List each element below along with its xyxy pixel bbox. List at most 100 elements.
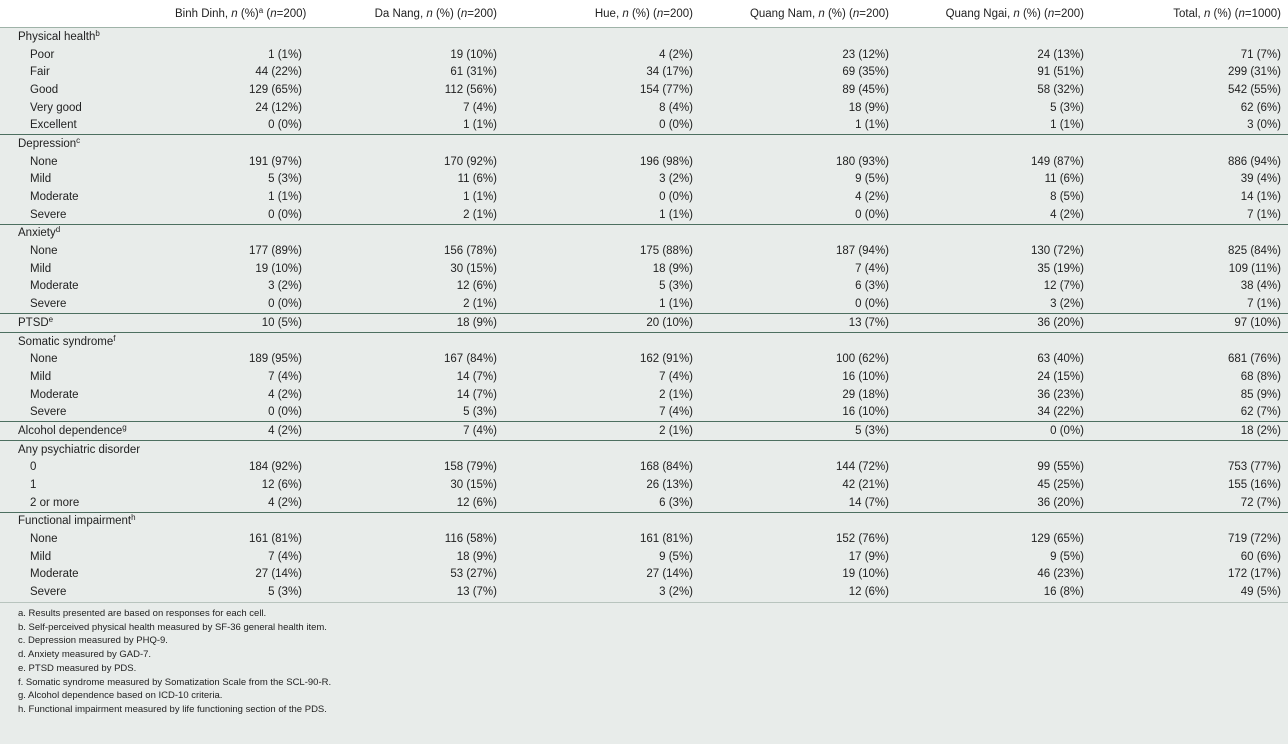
section-title: Functional impairmenth [0, 511, 175, 531]
empty-cell [175, 28, 1288, 46]
row-label: Severe [30, 406, 67, 419]
value-cell: 144 (72%) [835, 461, 889, 474]
value-cell: 184 (92%) [248, 461, 302, 474]
value-cell: 8 (5%) [1050, 191, 1084, 204]
section-row: Anxietyd [0, 223, 1288, 243]
column-header: Hue, n (%) (n=200) [497, 0, 693, 28]
row-label: Moderate [30, 280, 79, 293]
value-cell: 1 (1%) [659, 298, 693, 311]
value-cell: 187 (94%) [835, 245, 889, 258]
value-cell: 61 (31%) [450, 66, 497, 79]
sample-size: =200) [467, 7, 497, 20]
value-cell: 161 (81%) [639, 533, 693, 546]
value-cell: 161 (81%) [248, 533, 302, 546]
value-cell: 39 (4%) [1240, 173, 1281, 186]
value-cell: 24 (13%) [1037, 48, 1084, 61]
value-cell: 6 (3%) [855, 280, 889, 293]
sample-size: =200) [859, 7, 889, 20]
row-label: Mild [30, 262, 52, 275]
value-cell: 2 (1%) [497, 421, 693, 441]
data-row: Mild 19 (10%) 30 (15%) 18 (9%) 7 (4%) 35 (19%… [0, 260, 1288, 278]
value-cell: 170 (92%) [443, 155, 497, 168]
stat-symbol: n [818, 7, 825, 20]
data-row: Mild 7 (4%) 18 (9%) 9 (5%) 17 (9%) 9 (5%) 60 (… [0, 548, 1288, 566]
value-cell: 17 (9%) [848, 550, 889, 563]
footnote-mark: d [55, 225, 61, 235]
value-cell: 36 (20%) [1037, 496, 1084, 509]
value-cell: 7 (4%) [302, 421, 497, 441]
value-cell: 152 (76%) [835, 533, 889, 546]
value-cell: 5 (3%) [659, 280, 693, 293]
row-label: Moderate [30, 191, 79, 204]
column-name: Quang Ngai, [945, 7, 1014, 20]
value-cell: 155 (16%) [1227, 479, 1281, 492]
value-cell: 112 (56%) [444, 83, 497, 96]
section-row: Physical healthb [0, 28, 1288, 46]
section-row: Depressionc [0, 134, 1288, 153]
section-title: PTSDe [0, 313, 175, 333]
column-header: Quang Nam, n (%) (n=200) [693, 0, 889, 28]
empty-cell [175, 134, 1288, 153]
column-name: Total, [1173, 7, 1204, 20]
row-label: Severe [30, 208, 67, 221]
value-cell: 99 (55%) [1037, 461, 1084, 474]
empty-cell [175, 439, 1288, 459]
value-cell: 14 (1%) [1240, 191, 1281, 204]
value-cell: 7 (4%) [268, 370, 302, 383]
column-header: Da Nang, n (%) (n=200) [302, 0, 497, 28]
value-cell: 7 (4%) [659, 406, 693, 419]
row-label: 2 or more [30, 496, 80, 509]
value-cell: 27 (14%) [646, 568, 693, 581]
stat-unit: (%) [237, 7, 259, 20]
value-cell: 7 (1%) [1247, 298, 1281, 311]
stat-symbol: n [1013, 7, 1020, 20]
header-row: Binh Dinh, n (%)a (n=200) Da Nang, n (%) … [0, 0, 1288, 28]
value-cell: 16 (10%) [842, 406, 889, 419]
value-cell: 1 (1%) [463, 191, 497, 204]
value-cell: 16 (10%) [842, 370, 889, 383]
value-cell: 0 (0%) [659, 119, 693, 132]
data-row: Good 129 (65%) 112 (56%) 154 (77%) 89 (45%) 5… [0, 81, 1288, 99]
value-cell: 85 (9%) [1240, 388, 1281, 401]
value-cell: 12 (6%) [456, 280, 497, 293]
section-name: Somatic syndrome [18, 335, 114, 348]
value-cell: 62 (7%) [1240, 406, 1281, 419]
size-symbol: n [656, 7, 664, 20]
data-row: Moderate 27 (14%) 53 (27%) 27 (14%) 19 (10%)… [0, 566, 1288, 584]
section-title: Any psychiatric disorder [0, 439, 175, 459]
value-cell: 11 (6%) [457, 173, 497, 186]
footnote-mark: f [113, 333, 116, 343]
row-label: Very good [30, 101, 82, 114]
section-name: Any psychiatric disorder [18, 443, 141, 456]
value-cell: 10 (5%) [175, 313, 302, 333]
footnote-mark: h [131, 513, 136, 523]
value-cell: 3 (2%) [659, 173, 693, 186]
row-label: Mild [30, 370, 52, 383]
value-cell: 18 (9%) [652, 262, 693, 275]
value-cell: 2 (1%) [463, 208, 497, 221]
value-cell: 4 (2%) [175, 421, 302, 441]
value-cell: 2 (1%) [463, 298, 497, 311]
value-cell: 3 (0%) [1247, 119, 1281, 132]
value-cell: 4 (2%) [855, 191, 889, 204]
section-row: PTSDe 10 (5%) 18 (9%) 20 (10%) 13 (7%) 36 (20… [0, 313, 1288, 333]
row-label: Moderate [30, 568, 79, 581]
value-cell: 753 (77%) [1227, 461, 1281, 474]
stat-symbol: n [426, 7, 433, 20]
value-cell: 71 (7%) [1240, 48, 1281, 61]
value-cell: 3 (2%) [659, 586, 693, 599]
data-table: Binh Dinh, n (%)a (n=200) Da Nang, n (%) … [0, 0, 1288, 599]
row-label: Mild [30, 173, 52, 186]
row-label: Moderate [30, 388, 79, 401]
value-cell: 0 (0%) [268, 119, 302, 132]
data-row: None 177 (89%) 156 (78%) 175 (88%) 187 (94%)… [0, 242, 1288, 260]
value-cell: 13 (7%) [456, 586, 497, 599]
column-name: Hue, [594, 7, 623, 20]
value-cell: 72 (7%) [1240, 496, 1281, 509]
stat-unit: (%) ( [628, 7, 657, 20]
value-cell: 7 (4%) [463, 101, 497, 114]
value-cell: 825 (84%) [1227, 245, 1281, 258]
sample-size: =200) [1054, 7, 1084, 20]
footnote: f. Somatic syndrome measured by Somatiza… [18, 676, 332, 688]
value-cell: 9 (5%) [855, 173, 889, 186]
